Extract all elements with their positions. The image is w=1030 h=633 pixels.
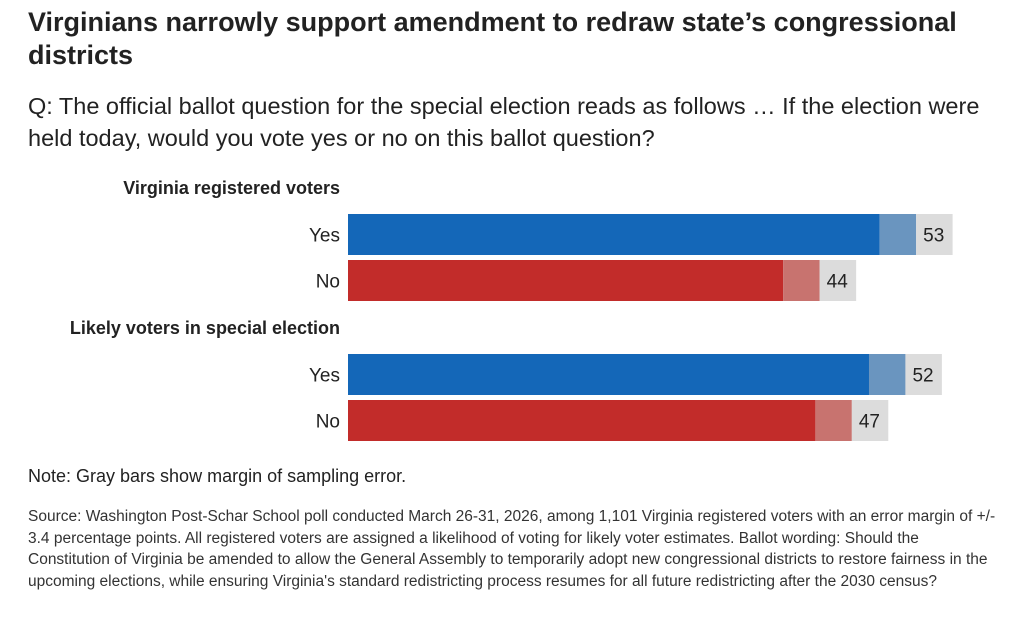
bar-yes xyxy=(348,214,880,255)
value-label: 52 xyxy=(912,366,933,387)
chart-note: Note: Gray bars show margin of sampling … xyxy=(28,466,407,486)
bar-margin-lower xyxy=(783,260,820,301)
value-label: 53 xyxy=(923,226,944,247)
bar-margin-lower xyxy=(879,214,917,255)
bar-margin-lower xyxy=(868,354,906,395)
chart-title: Virginians narrowly support amendment to… xyxy=(28,7,957,70)
error-band-upper xyxy=(916,214,953,255)
bar-no xyxy=(348,400,816,441)
error-band-upper xyxy=(819,260,857,301)
chart-subtitle: Q: The official ballot question for the … xyxy=(28,93,980,151)
error-band-upper xyxy=(851,400,889,441)
category-label-yes: Yes xyxy=(309,366,340,387)
category-label-yes: Yes xyxy=(309,226,340,247)
bar-margin-lower xyxy=(815,400,852,441)
bar-chart: Virginia registered voters Yes 53 No 44 Likel… xyxy=(70,178,953,441)
value-label: 44 xyxy=(827,272,849,293)
bar-no xyxy=(348,260,784,301)
error-band-upper xyxy=(905,354,942,395)
category-label-no: No xyxy=(316,412,340,433)
value-label: 47 xyxy=(859,412,880,433)
group-label: Likely voters in special election xyxy=(70,318,340,338)
group-label: Virginia registered voters xyxy=(123,178,340,198)
chart-source: Source: Washington Post-Schar School pol… xyxy=(28,508,996,590)
bar-yes xyxy=(348,354,869,395)
category-label-no: No xyxy=(316,272,340,293)
